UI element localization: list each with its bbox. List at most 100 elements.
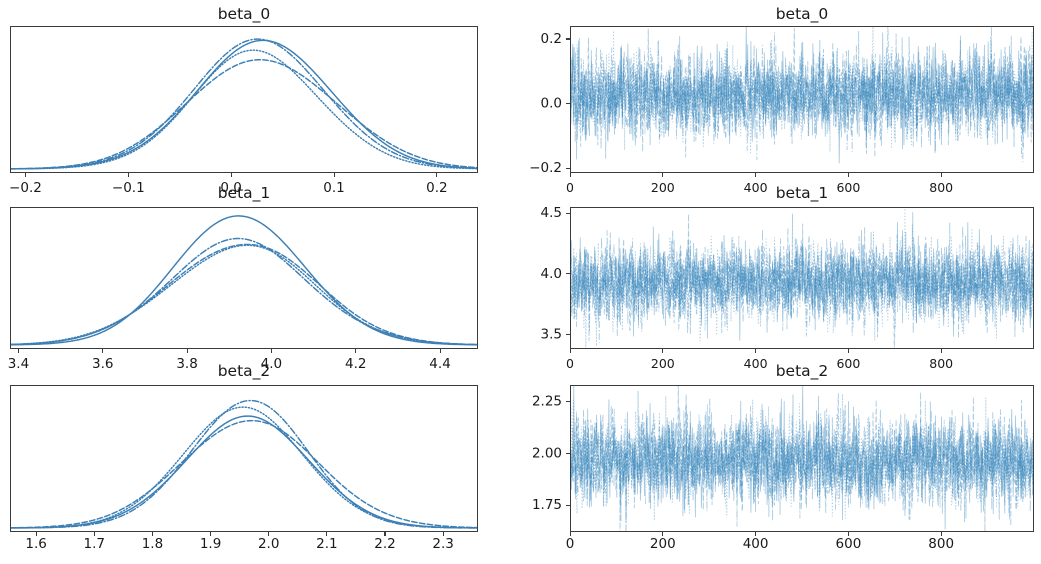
plot-canvas-row0-left — [11, 38, 477, 170]
x-tick-mark — [940, 349, 942, 353]
x-tick-mark — [151, 532, 154, 536]
x-tick-mark — [940, 532, 942, 536]
y-tick-mark — [566, 167, 570, 169]
kde-curve-chain-0 — [11, 415, 477, 529]
x-tick-mark — [662, 532, 664, 536]
panel-title-row0-right: beta_0 — [775, 5, 829, 23]
x-tick-label: 4.4 — [429, 356, 451, 372]
x-tick-label: 1.7 — [83, 536, 106, 552]
axes-row1-left — [10, 207, 478, 349]
y-tick-label: −0.2 — [529, 160, 562, 177]
kde-curve-chain-3 — [11, 244, 477, 346]
x-tick-mark — [17, 349, 20, 353]
x-tick-mark — [569, 173, 571, 177]
x-tick-mark — [436, 173, 438, 177]
y-tick-label: 3.5 — [540, 326, 562, 343]
axes-row2-right — [570, 385, 1034, 532]
x-tick-mark — [24, 173, 27, 177]
kde-curve-chain-3 — [11, 406, 477, 529]
trace-line-chain-0 — [571, 221, 1033, 341]
x-tick-label: 4.2 — [344, 356, 367, 372]
trace-line-chain-3 — [571, 27, 1033, 154]
x-tick-mark — [439, 349, 441, 353]
x-tick-label: 600 — [835, 536, 862, 552]
x-tick-mark — [940, 173, 942, 177]
trace-line-chain-0 — [571, 386, 1033, 530]
kde-curve-chain-2 — [11, 38, 477, 170]
trace-line-chain-2 — [571, 401, 1033, 531]
x-tick-label: 1.9 — [199, 536, 222, 552]
kde-curve-chain-1 — [11, 59, 477, 170]
y-tick-mark — [566, 212, 570, 214]
kde-curve-chain-1 — [11, 419, 477, 529]
x-tick-mark — [384, 532, 386, 536]
x-tick-label: 800 — [929, 180, 954, 195]
trace-line-chain-3 — [571, 393, 1033, 522]
x-tick-mark — [847, 173, 849, 177]
x-tick-mark — [569, 349, 571, 353]
x-tick-label: 200 — [649, 536, 676, 552]
y-tick-label: 4.5 — [540, 205, 562, 222]
x-tick-mark — [326, 532, 328, 536]
y-tick-label: 2.25 — [531, 393, 562, 410]
y-tick-mark — [566, 504, 570, 506]
x-tick-mark — [569, 532, 571, 536]
axes-row1-right — [570, 207, 1034, 349]
trace-line-chain-1 — [571, 212, 1033, 348]
y-tick-label: 0.2 — [540, 30, 562, 47]
y-tick-mark — [566, 38, 570, 40]
kde-curve-chain-3 — [11, 49, 477, 170]
x-tick-mark — [662, 349, 664, 353]
axes-row2-left — [10, 385, 478, 532]
trace-line-chain-1 — [571, 27, 1033, 160]
panel-title-row0-left: beta_0 — [217, 5, 271, 23]
kde-curve-chain-2 — [11, 399, 477, 529]
x-tick-label: 0.2 — [426, 180, 448, 196]
plot-canvas-row2-right — [571, 386, 1033, 531]
trace-line-chain-2 — [571, 27, 1033, 163]
x-tick-label: 600 — [836, 356, 861, 371]
x-tick-mark — [755, 173, 757, 177]
x-tick-mark — [93, 532, 95, 536]
x-tick-mark — [186, 349, 188, 353]
plot-canvas-row1-right — [571, 208, 1033, 348]
x-tick-mark — [230, 173, 232, 177]
kde-curve-chain-0 — [11, 39, 477, 170]
kde-curve-chain-2 — [11, 237, 477, 346]
y-tick-mark — [566, 452, 570, 454]
x-tick-label: 3.8 — [176, 356, 198, 372]
x-tick-label: 200 — [650, 180, 675, 195]
y-tick-label: 0.0 — [540, 95, 562, 112]
x-tick-mark — [270, 349, 272, 353]
panel-title-row2-left: beta_2 — [217, 362, 271, 380]
x-tick-label: 2.1 — [316, 536, 338, 552]
panel-title-row1-left: beta_1 — [217, 184, 271, 202]
y-tick-mark — [566, 273, 570, 275]
x-tick-label: 3.6 — [92, 356, 114, 372]
x-tick-label: 0 — [566, 180, 574, 195]
trace-line-chain-3 — [571, 208, 1033, 348]
panel-title-row2-right: beta_2 — [775, 362, 829, 380]
trace-line-chain-0 — [571, 27, 1033, 164]
y-tick-mark — [566, 333, 570, 336]
trace-line-chain-1 — [571, 386, 1033, 531]
x-tick-label: −0.1 — [111, 180, 145, 196]
x-tick-label: 4.0 — [260, 356, 283, 372]
x-tick-label: 2.2 — [374, 536, 396, 552]
x-tick-label: 2.0 — [257, 536, 280, 552]
y-tick-label: 4.0 — [540, 265, 562, 282]
x-tick-mark — [102, 349, 104, 353]
y-tick-mark — [566, 103, 570, 105]
x-tick-label: 0 — [566, 356, 574, 371]
kde-curve-chain-1 — [11, 243, 477, 346]
y-tick-mark — [566, 401, 570, 403]
plot-canvas-row2-left — [11, 399, 477, 529]
x-tick-mark — [755, 349, 757, 353]
x-tick-label: 3.4 — [7, 356, 30, 372]
panel-title-row1-right: beta_1 — [775, 184, 829, 202]
x-tick-label: 0.0 — [220, 180, 242, 196]
x-tick-label: 2.3 — [432, 536, 454, 552]
trace-line-chain-2 — [571, 222, 1033, 344]
x-tick-mark — [268, 532, 270, 536]
x-tick-label: 200 — [650, 356, 675, 371]
